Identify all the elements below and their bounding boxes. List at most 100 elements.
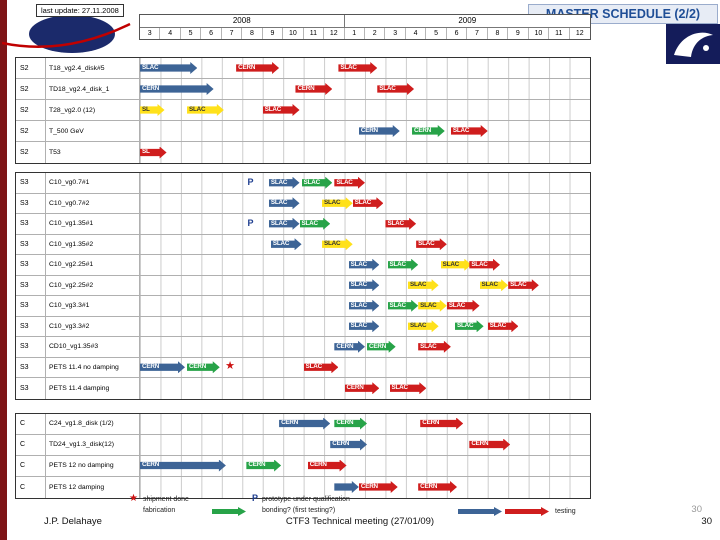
month-label: 7 bbox=[467, 28, 488, 39]
task-arrow-cern: CERN bbox=[140, 361, 185, 373]
task-label: SLAC bbox=[350, 322, 367, 330]
structure-name: PETS 12 no damping bbox=[46, 455, 140, 476]
task-arrow-cern: CERN bbox=[359, 481, 398, 493]
task-arrow-cern: CERN bbox=[295, 83, 332, 95]
row-timeline: CERN CERN SLAC ★ bbox=[140, 357, 590, 377]
task-arrow-cern: CERN bbox=[246, 460, 281, 472]
task-arrow-slac: SLAC bbox=[271, 238, 302, 250]
shipment-star-icon: ★ bbox=[129, 493, 138, 504]
legend-label: fabrication bbox=[143, 507, 176, 514]
cern-logo bbox=[2, 15, 131, 53]
task-arrow-slac: SLAC bbox=[451, 125, 488, 137]
task-label: SLAC bbox=[489, 322, 507, 330]
month-label: 11 bbox=[304, 28, 325, 39]
month-row: 3 4 5 6 7 8 9 10 11 12 1 2 3 4 5 6 7 8 9 10 11 12 bbox=[140, 28, 590, 39]
structure-name: T53 bbox=[46, 142, 140, 163]
month-label: 12 bbox=[324, 28, 345, 39]
task-arrow-slac: SLAC bbox=[187, 104, 224, 116]
structure-name: T18_vg2.4_disk#5 bbox=[46, 58, 140, 78]
task-arrow-slac: SLAC bbox=[269, 197, 300, 209]
task-label: CERN bbox=[238, 63, 256, 71]
task-label: SLAC bbox=[354, 199, 372, 207]
month-label: 5 bbox=[426, 28, 447, 39]
task-arrow-cern: CERN bbox=[140, 83, 214, 95]
task-label: CERN bbox=[336, 419, 354, 427]
row-timeline: CERN SLAC bbox=[140, 378, 590, 399]
stage-label: S3 bbox=[16, 173, 46, 193]
row-timeline: SLAC SLAC SLAC SLAC bbox=[140, 255, 590, 275]
task-label: SLAC bbox=[189, 105, 206, 113]
row-timeline: SLAC SLAC SLAC bbox=[140, 193, 590, 213]
task-label: CERN bbox=[142, 461, 160, 469]
task-label: CERN bbox=[422, 419, 440, 427]
row-timeline: SLAC SLAC SLAC P bbox=[140, 214, 590, 234]
schedule-row: S3 C10_vg1.35#2 SLAC SLAC SLAC bbox=[16, 234, 590, 255]
task-arrow-cern: CERN bbox=[469, 439, 510, 451]
month-label: 5 bbox=[181, 28, 202, 39]
task-label: SLAC bbox=[391, 384, 408, 392]
page-number-ghost: 30 bbox=[691, 504, 702, 515]
month-label: 10 bbox=[283, 28, 304, 39]
task-label: CERN bbox=[297, 84, 315, 92]
task-arrow-slac: SLAC bbox=[322, 238, 353, 250]
task-label: SLAC bbox=[457, 322, 474, 330]
task-label: CERN bbox=[332, 440, 350, 448]
stage-label: S3 bbox=[16, 193, 46, 213]
task-label: SLAC bbox=[409, 322, 427, 330]
schedule-row: S3 C10_vg1.35#1 SLAC SLAC SLAC P bbox=[16, 214, 590, 235]
month-label: 10 bbox=[529, 28, 550, 39]
structure-name: C10_vg3.3#2 bbox=[46, 316, 140, 336]
task-label: CERN bbox=[471, 440, 489, 448]
task-arrow-slac: SLAC bbox=[388, 300, 419, 312]
task-label: CERN bbox=[142, 84, 160, 92]
month-label: 4 bbox=[160, 28, 181, 39]
schedule-row: S2 T18_vg2.4_disk#5 SLAC CERN SLAC bbox=[16, 58, 590, 79]
arrow-red-icon bbox=[505, 507, 549, 516]
task-label: CERN bbox=[420, 482, 438, 490]
schedule-row: C C24_vg1.8_disk (1/2) CERN CERN CERN bbox=[16, 413, 590, 435]
task-arrow-slac: SLAC bbox=[349, 320, 380, 332]
task-label: CERN bbox=[142, 363, 160, 371]
schedule-row: S3 CD10_vg1.35#3 CERN CERN SLAC bbox=[16, 337, 590, 358]
task-arrow-slac: SLAC bbox=[408, 279, 439, 291]
task-arrow-cern: CERN bbox=[412, 125, 445, 137]
row-timeline: CERN CERN CERN bbox=[140, 455, 590, 476]
task-arrow-slac: SLAC bbox=[416, 238, 447, 250]
task-label: SLAC bbox=[350, 260, 367, 268]
task-arrow-slac: SLAC bbox=[441, 259, 472, 271]
task-arrow-cern: CERN bbox=[187, 361, 220, 373]
task-label: SLAC bbox=[350, 301, 367, 309]
task-arrow-slac: SLAC bbox=[390, 382, 427, 394]
task-arrow-slac: SLAC bbox=[302, 177, 333, 189]
timeline-months: 2008 2009 3 4 5 6 7 8 9 10 11 12 1 2 3 4 5 6 7 8 9 10 11 12 bbox=[139, 14, 591, 40]
footer-meeting: CTF3 Technical meeting (27/01/09) bbox=[285, 516, 435, 527]
task-arrow-slac: SLAC bbox=[408, 320, 439, 332]
structure-name: PETS 12 damping bbox=[46, 476, 140, 498]
stage-label: C bbox=[16, 434, 46, 455]
stage-label: S3 bbox=[16, 378, 46, 399]
task-label: SLAC bbox=[418, 240, 435, 248]
row-timeline: SL bbox=[140, 142, 590, 163]
schedule-row: S3 C10_vg3.3#1 SLAC SLAC SLAC SLAC bbox=[16, 296, 590, 317]
task-label: CERN bbox=[369, 342, 387, 350]
legend-label: bonding? (first testing?) bbox=[262, 507, 336, 514]
legend-label: shipment done bbox=[143, 496, 189, 503]
arrow-blue-icon bbox=[458, 507, 502, 516]
stage-label: S2 bbox=[16, 142, 46, 163]
task-arrow-slac: SLAC bbox=[385, 218, 416, 230]
row-timeline: CERN CERN SLAC bbox=[140, 79, 590, 99]
row-timeline: CERN CERN CERN bbox=[140, 413, 590, 434]
stage-label: S2 bbox=[16, 79, 46, 99]
timeline-header: 2008 2009 3 4 5 6 7 8 9 10 11 12 1 2 3 4 5 6 7 8 9 10 11 12 bbox=[15, 14, 591, 40]
structure-name: T28_vg2.0 (12) bbox=[46, 100, 140, 120]
task-label: SLAC bbox=[409, 281, 427, 289]
structure-name: C10_vg3.3#1 bbox=[46, 296, 140, 316]
task-arrow-slac: SLAC bbox=[263, 104, 300, 116]
task-label: SLAC bbox=[303, 178, 320, 186]
row-timeline: SLAC CERN SLAC bbox=[140, 58, 590, 78]
schedule-row: C PETS 12 no damping CERN CERN CERN bbox=[16, 455, 590, 477]
schedule-row: S3 C10_vg2.25#1 SLAC SLAC SLAC SLAC bbox=[16, 255, 590, 276]
schedule-row: S3 PETS 11.4 no damping CERN CERN SLAC ★ bbox=[16, 357, 590, 378]
page-number: 30 bbox=[701, 516, 712, 527]
